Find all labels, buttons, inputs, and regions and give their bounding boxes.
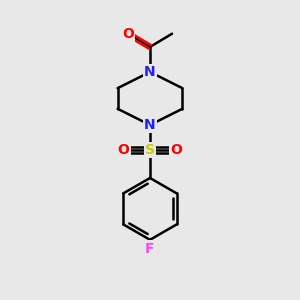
Text: O: O	[171, 143, 182, 157]
Text: S: S	[145, 143, 155, 157]
Text: F: F	[145, 242, 155, 256]
Text: O: O	[122, 27, 134, 41]
Text: N: N	[144, 118, 156, 132]
Text: N: N	[144, 65, 156, 79]
Text: O: O	[118, 143, 129, 157]
